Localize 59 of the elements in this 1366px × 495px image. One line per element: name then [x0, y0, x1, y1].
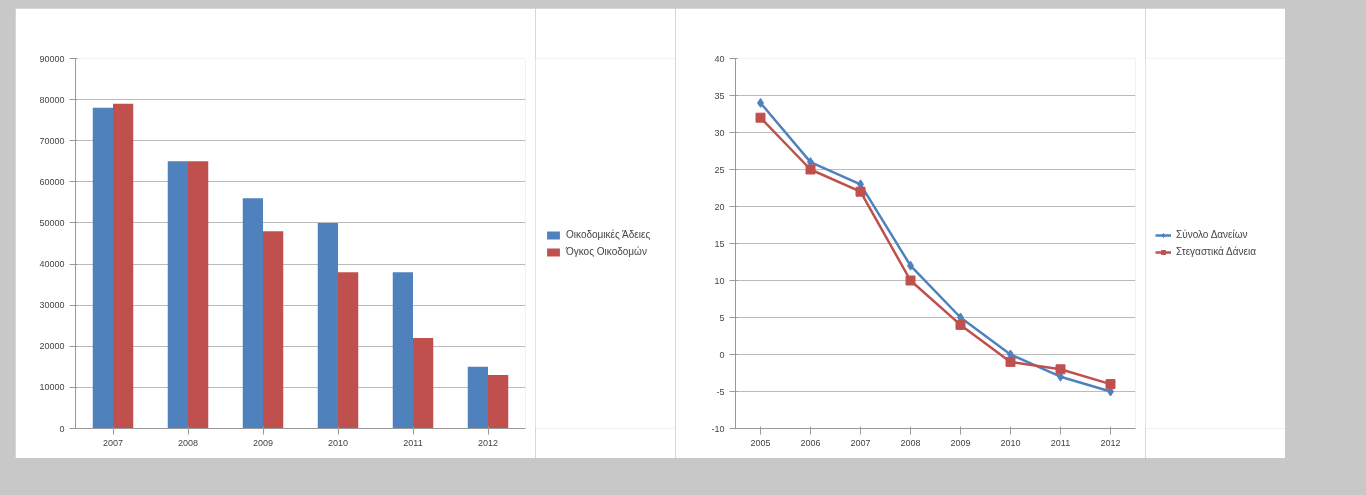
y-tick-label: -5: [716, 386, 725, 397]
bar: [413, 338, 434, 429]
y-tick-label: 0: [719, 349, 725, 360]
bar: [167, 161, 188, 429]
y-tick-label: 20000: [39, 341, 65, 352]
x-tick-label: 2009: [950, 437, 971, 448]
y-tick-label: 80000: [39, 94, 65, 105]
x-tick-label: 2010: [327, 437, 349, 448]
x-tick-label: 2012: [477, 437, 499, 448]
y-tick-label: 20: [714, 201, 725, 212]
bar: [242, 198, 263, 429]
x-tick-label: 2011: [1050, 437, 1071, 448]
x-tick-label: 2011: [403, 437, 423, 448]
y-tick-label: 40000: [39, 259, 65, 270]
y-tick-label: 10: [714, 275, 725, 286]
legend-label: Όγκος Οικοδομών: [566, 246, 647, 257]
point: [805, 164, 816, 175]
bar: [113, 103, 134, 429]
x-tick-label: 2005: [750, 437, 771, 448]
bar: [263, 231, 284, 429]
y-tick-label: 50000: [39, 217, 65, 228]
bar: [338, 272, 359, 429]
y-tick-label: 30: [714, 127, 725, 138]
bar: [188, 161, 209, 429]
x-tick-label: 2007: [102, 437, 124, 448]
y-tick-label: 15: [714, 238, 725, 249]
x-tick-label: 2006: [800, 437, 821, 448]
y-tick-label: 70000: [39, 135, 65, 146]
y-tick-label: 35: [714, 90, 725, 101]
x-tick-label: 2008: [177, 437, 199, 448]
x-tick-label: 2009: [252, 437, 274, 448]
bar: [488, 375, 509, 429]
point: [755, 112, 766, 123]
bar: [317, 222, 338, 429]
point: [1105, 379, 1116, 390]
x-tick-label: 2007: [850, 437, 871, 448]
x-tick-label: 2008: [900, 437, 921, 448]
y-tick-label: 40: [714, 53, 725, 64]
y-tick-label: 10000: [39, 382, 65, 393]
y-tick-label: 0: [59, 423, 65, 434]
y-tick-label: 25: [714, 164, 725, 175]
point: [1005, 356, 1016, 367]
legend-label: Στεγαστικά Δάνεια: [1176, 246, 1257, 257]
point: [955, 319, 966, 330]
bar: [467, 366, 488, 429]
y-tick-label: -10: [711, 423, 725, 434]
point: [855, 186, 866, 197]
legend-label: Οικοδομικές Άδειες: [566, 229, 651, 240]
bar: [92, 107, 113, 429]
legend-label: Σύνολο Δανείων: [1176, 229, 1248, 240]
point: [905, 275, 916, 286]
x-tick-label: 2010: [1000, 437, 1021, 448]
y-tick-label: 90000: [39, 53, 65, 64]
x-tick-label: 2012: [1100, 437, 1121, 448]
y-tick-label: 30000: [39, 300, 65, 311]
point: [1055, 364, 1066, 375]
y-tick-label: 60000: [39, 176, 65, 187]
bar: [392, 272, 413, 429]
y-tick-label: 5: [719, 312, 725, 323]
